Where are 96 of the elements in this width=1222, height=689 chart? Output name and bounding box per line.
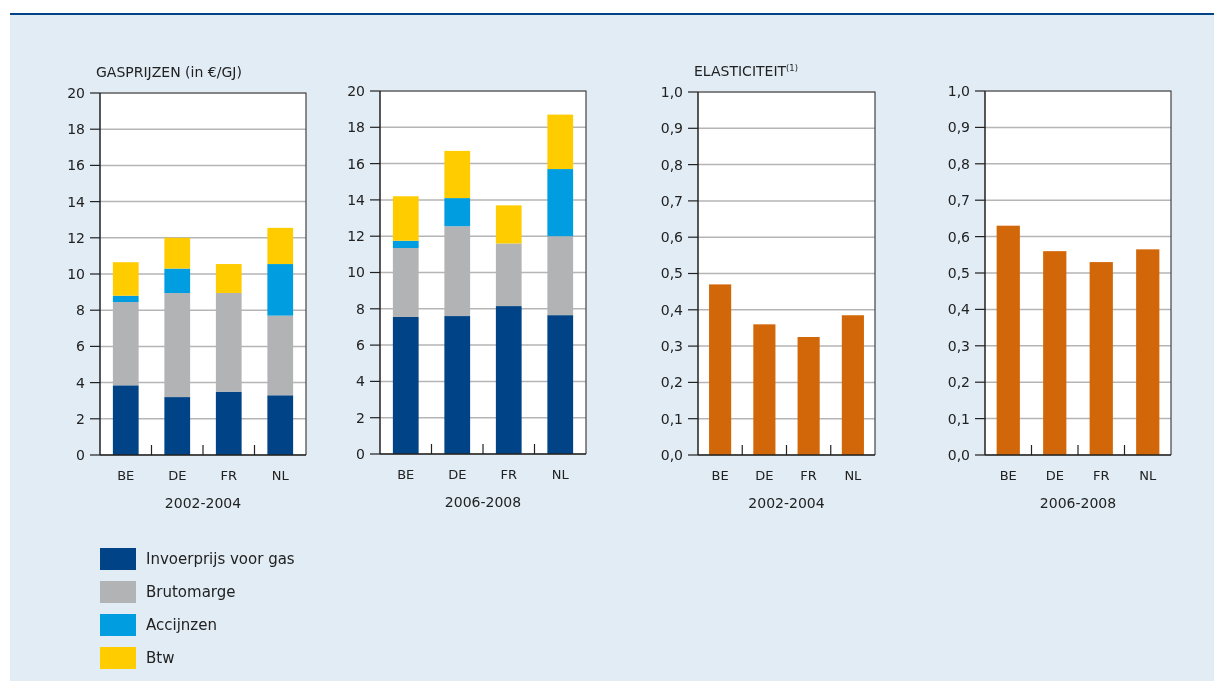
y-tick-label: 1,0 bbox=[947, 82, 970, 99]
y-tick-label: 2 bbox=[356, 409, 365, 426]
bar bbox=[112, 385, 139, 455]
x-tick-label: FR bbox=[800, 468, 817, 483]
bar bbox=[444, 150, 471, 199]
y-tick-label: 0,1 bbox=[660, 410, 683, 427]
bar bbox=[392, 316, 419, 454]
y-tick-label: 8 bbox=[356, 300, 365, 317]
bar bbox=[444, 198, 471, 227]
y-tick-label: 14 bbox=[67, 193, 86, 210]
bar bbox=[753, 324, 776, 455]
y-tick-label: 0,0 bbox=[660, 446, 683, 463]
x-axis-title: 2006-2008 bbox=[1039, 495, 1117, 511]
x-tick-label: NL bbox=[844, 468, 863, 483]
y-tick-label: 0,2 bbox=[660, 374, 683, 391]
chart-title: GASPRIJZEN (in €/GJ) bbox=[96, 64, 242, 80]
bar bbox=[215, 264, 242, 294]
y-tick-label: 0,7 bbox=[660, 192, 683, 209]
bar bbox=[267, 395, 294, 455]
x-axis-title: 2006-2008 bbox=[444, 494, 522, 510]
y-tick-label: 4 bbox=[76, 374, 86, 391]
y-tick-label: 18 bbox=[347, 119, 365, 136]
x-tick-label: FR bbox=[500, 467, 518, 482]
bar bbox=[392, 196, 419, 241]
bar bbox=[841, 315, 864, 455]
bar bbox=[164, 268, 191, 294]
y-tick-label: 6 bbox=[356, 337, 366, 353]
y-tick-label: 8 bbox=[76, 302, 85, 319]
y-tick-label: 2 bbox=[76, 410, 85, 427]
x-tick-label: NL bbox=[271, 468, 290, 483]
bar bbox=[112, 262, 139, 296]
y-tick-label: 0,7 bbox=[947, 192, 970, 209]
y-tick-label: 0,9 bbox=[660, 120, 683, 137]
y-tick-label: 0,8 bbox=[660, 156, 683, 173]
x-tick-label: BE bbox=[397, 467, 415, 482]
y-tick-label: 10 bbox=[347, 264, 365, 281]
y-tick-label: 6 bbox=[76, 338, 86, 355]
y-tick-label: 4 bbox=[356, 373, 366, 390]
y-tick-label: 20 bbox=[347, 82, 365, 99]
bar bbox=[547, 114, 574, 170]
legend-label: Btw bbox=[146, 649, 175, 668]
y-tick-label: 20 bbox=[67, 84, 85, 101]
bar bbox=[215, 391, 242, 455]
legend-label: Brutomarge bbox=[146, 583, 236, 602]
bar bbox=[392, 240, 419, 248]
x-tick-label: BE bbox=[711, 468, 729, 483]
x-tick-label: DE bbox=[1045, 468, 1064, 483]
x-tick-label: FR bbox=[1092, 468, 1110, 483]
bar bbox=[495, 306, 522, 454]
y-tick-label: 0,8 bbox=[947, 155, 970, 172]
y-tick-label: 0,4 bbox=[947, 301, 971, 318]
y-tick-label: 0 bbox=[356, 445, 365, 462]
y-tick-label: 0,9 bbox=[947, 119, 970, 136]
y-tick-label: 0 bbox=[76, 446, 85, 463]
y-tick-label: 0,6 bbox=[660, 229, 684, 246]
y-tick-label: 0,3 bbox=[947, 337, 970, 354]
x-tick-label: DE bbox=[755, 468, 774, 483]
x-tick-label: DE bbox=[168, 468, 187, 483]
bar bbox=[547, 315, 574, 454]
bar bbox=[547, 169, 574, 237]
y-tick-label: 0,0 bbox=[947, 446, 970, 463]
x-tick-label: NL bbox=[1139, 468, 1157, 483]
y-tick-label: 12 bbox=[67, 229, 85, 246]
x-axis-title: 2002-2004 bbox=[164, 495, 242, 511]
x-axis-title: 2002-2004 bbox=[748, 495, 825, 511]
y-tick-label: 10 bbox=[67, 265, 85, 282]
bar bbox=[267, 227, 294, 265]
y-tick-label: 14 bbox=[347, 191, 366, 208]
bar bbox=[709, 284, 732, 455]
x-tick-label: DE bbox=[448, 467, 467, 482]
y-tick-label: 16 bbox=[67, 157, 86, 174]
y-tick-label: 18 bbox=[67, 121, 85, 138]
bar bbox=[112, 295, 139, 303]
bar bbox=[797, 337, 820, 455]
x-tick-label: BE bbox=[117, 468, 135, 483]
chart-title: ELASTICITEIT$^{(1)}$ bbox=[694, 63, 798, 79]
legend-label: Accijnzen bbox=[146, 616, 217, 635]
y-tick-label: 0,4 bbox=[660, 301, 684, 318]
y-tick-label: 1,0 bbox=[660, 83, 683, 100]
x-tick-label: NL bbox=[551, 467, 570, 482]
bar bbox=[444, 316, 471, 454]
bar bbox=[164, 237, 191, 269]
y-tick-label: 0,5 bbox=[660, 265, 683, 282]
y-tick-label: 16 bbox=[347, 155, 366, 172]
y-tick-label: 0,1 bbox=[947, 410, 970, 427]
bar bbox=[495, 205, 522, 244]
legend-label: Invoerprijs voor gas bbox=[146, 550, 295, 569]
x-tick-label: BE bbox=[999, 468, 1017, 483]
y-tick-label: 0,2 bbox=[947, 374, 970, 391]
x-tick-label: FR bbox=[220, 468, 238, 483]
y-tick-label: 12 bbox=[347, 228, 365, 245]
y-tick-label: 0,5 bbox=[947, 264, 970, 281]
bar bbox=[164, 397, 191, 455]
bar bbox=[267, 264, 294, 316]
y-tick-label: 0,3 bbox=[660, 338, 683, 354]
y-tick-label: 0,6 bbox=[947, 228, 971, 245]
